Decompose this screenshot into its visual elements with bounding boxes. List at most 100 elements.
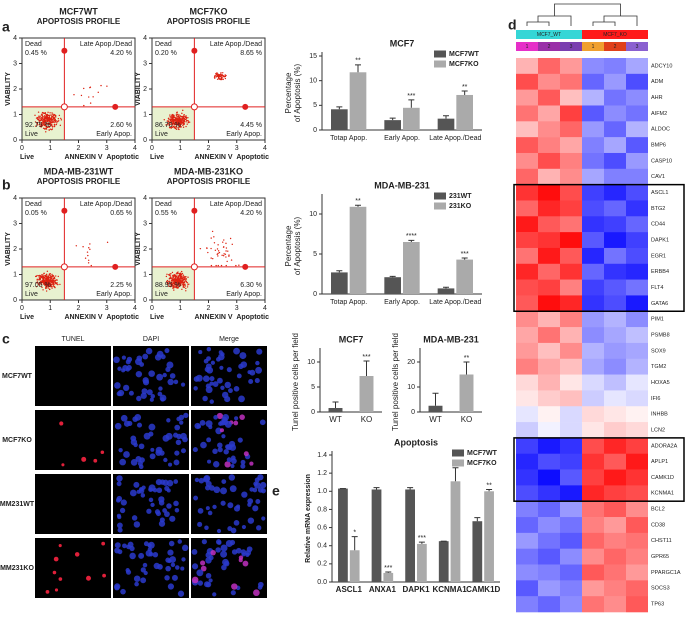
event-dot bbox=[182, 126, 185, 128]
tunel-signal bbox=[93, 458, 98, 463]
y-tick-label: 0.8 bbox=[317, 506, 327, 513]
nucleus bbox=[200, 441, 207, 449]
tunel-signal bbox=[86, 575, 91, 581]
significance: ** bbox=[355, 58, 361, 65]
bar bbox=[438, 541, 449, 582]
heat-cell bbox=[582, 232, 604, 249]
quadrant-percent: 4.45 % bbox=[240, 122, 262, 129]
event-dot bbox=[46, 115, 49, 117]
y-tick-label: 10 bbox=[309, 211, 317, 218]
nucleus bbox=[138, 486, 144, 492]
heat-cell bbox=[516, 152, 538, 170]
event-dot bbox=[169, 273, 171, 275]
event-dot bbox=[180, 280, 182, 282]
tunel-signal bbox=[81, 456, 87, 462]
heat-cell bbox=[516, 232, 538, 249]
nucleus bbox=[128, 390, 134, 396]
nucleus bbox=[121, 355, 126, 360]
heat-cell bbox=[604, 200, 626, 217]
bar bbox=[428, 405, 443, 412]
x-axis-left: Live bbox=[20, 314, 34, 321]
row-label: HOXA5 bbox=[651, 380, 670, 386]
event-dot bbox=[183, 281, 186, 283]
heat-cell bbox=[560, 121, 582, 138]
event-dot bbox=[55, 120, 58, 122]
event-dot bbox=[49, 284, 52, 287]
event-dot bbox=[180, 279, 182, 281]
tunel-signal bbox=[53, 556, 59, 562]
heat-cell bbox=[604, 121, 626, 138]
heat-cell bbox=[582, 184, 604, 201]
event-dot bbox=[218, 77, 220, 79]
row-label: ADORA2A bbox=[651, 443, 678, 449]
y-tick-label: 0.6 bbox=[317, 524, 327, 531]
event-dot bbox=[225, 247, 228, 249]
quadrant-label: Live bbox=[25, 131, 38, 138]
heat-cell bbox=[604, 232, 626, 249]
nucleus bbox=[203, 475, 211, 482]
nucleus bbox=[212, 504, 217, 510]
heat-cell bbox=[560, 168, 582, 185]
event-dot bbox=[177, 128, 180, 130]
panel-letter: c bbox=[2, 331, 10, 347]
event-dot bbox=[52, 116, 55, 118]
nucleus bbox=[118, 447, 123, 453]
nucleus bbox=[224, 381, 231, 389]
nucleus bbox=[195, 374, 203, 382]
quadrant-percent: 86.70 % bbox=[155, 122, 181, 129]
heat-cell bbox=[538, 295, 560, 312]
event-dot bbox=[56, 282, 58, 284]
heat-cell bbox=[604, 327, 626, 344]
heat-cell bbox=[626, 184, 648, 201]
heat-cell bbox=[626, 263, 648, 280]
heat-cell bbox=[538, 406, 560, 423]
heat-cell bbox=[538, 532, 560, 549]
x-tick-label: 0 bbox=[20, 145, 24, 152]
event-dot bbox=[49, 282, 51, 284]
nucleus bbox=[117, 527, 123, 533]
event-dot bbox=[188, 283, 190, 285]
column-bar bbox=[582, 42, 604, 51]
event-dot bbox=[177, 118, 180, 120]
x-tick-label: DAPK1 bbox=[402, 585, 430, 594]
heat-cell bbox=[604, 342, 626, 360]
nucleus bbox=[255, 499, 261, 504]
bar bbox=[472, 521, 483, 582]
event-dot bbox=[53, 283, 55, 285]
event-dot bbox=[43, 282, 45, 285]
row-label: BMP6 bbox=[651, 143, 666, 149]
x-tick-label: Late Apop./Dead bbox=[429, 299, 481, 306]
row-label: CD38 bbox=[651, 522, 665, 528]
nucleus bbox=[240, 459, 246, 465]
nucleus bbox=[259, 481, 267, 489]
heat-cell bbox=[538, 216, 560, 233]
event-dot bbox=[34, 121, 37, 123]
nucleus bbox=[220, 385, 225, 390]
nucleus bbox=[209, 399, 214, 404]
nucleus bbox=[136, 395, 142, 402]
quadrant-percent: 6.30 % bbox=[240, 282, 262, 289]
heat-cell bbox=[538, 580, 560, 597]
event-dot bbox=[83, 104, 85, 107]
event-dot bbox=[187, 119, 189, 122]
nucleus bbox=[181, 557, 186, 562]
error-bar bbox=[363, 360, 370, 376]
y-tick-label: 4 bbox=[143, 195, 147, 202]
heat-cell bbox=[626, 168, 648, 185]
nucleus bbox=[233, 420, 239, 426]
event-dot bbox=[46, 126, 49, 128]
heat-cell bbox=[538, 200, 560, 217]
event-dot bbox=[177, 114, 180, 116]
heat-cell bbox=[582, 564, 604, 581]
event-dot bbox=[182, 117, 184, 119]
event-dot bbox=[50, 120, 52, 122]
event-dot bbox=[42, 278, 45, 280]
heat-cell bbox=[604, 216, 626, 233]
nucleus bbox=[116, 513, 121, 518]
heat-cell bbox=[582, 548, 604, 565]
nucleus bbox=[114, 583, 121, 590]
event-dot bbox=[183, 276, 185, 278]
nucleus bbox=[179, 420, 184, 425]
heat-cell bbox=[582, 485, 604, 502]
nucleus bbox=[220, 550, 228, 558]
